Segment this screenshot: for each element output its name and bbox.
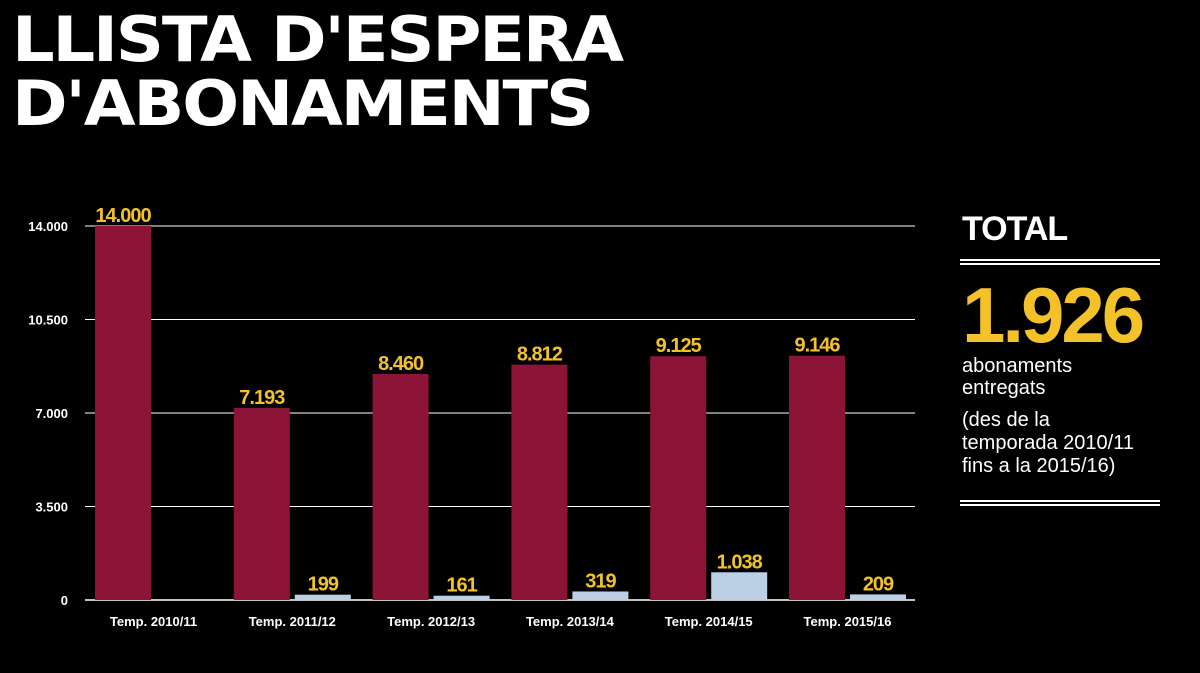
y-tick-label: 7.000 [35, 406, 68, 421]
data-label: 7.193 [239, 387, 285, 409]
data-label: 9.146 [794, 335, 840, 357]
y-tick-label: 0 [61, 593, 68, 608]
total-note: (des de la temporada 2010/11 fins a la 2… [962, 409, 1170, 478]
title-line-1: LLISTA D'ESPERA [12, 3, 624, 76]
total-note-line: temporada 2010/11 [962, 432, 1134, 454]
bar-primary [789, 355, 845, 600]
bar-secondary [850, 594, 906, 600]
data-label: 209 [863, 573, 894, 595]
bar-secondary [711, 572, 768, 600]
data-label: 9.125 [656, 335, 702, 357]
data-label: 8.460 [378, 353, 424, 375]
total-description-line: entregats [962, 377, 1046, 399]
data-label: 1.038 [717, 551, 763, 573]
bar-primary [372, 373, 429, 600]
total-panel: TOTAL 1.926 abonaments entregats (des de… [960, 210, 1170, 506]
bar-secondary [294, 594, 351, 600]
bar-chart: 0 3.500 7.000 10.500 14.000 14.000 Temp. 2010/… [28, 205, 915, 629]
data-label: 14.000 [95, 205, 151, 227]
bar-primary [650, 356, 707, 600]
divider-bottom [960, 500, 1160, 506]
bar-secondary [433, 595, 490, 600]
y-tick-label: 10.500 [28, 313, 68, 328]
data-label: 161 [446, 575, 477, 597]
y-tick-label: 14.000 [28, 219, 68, 234]
data-label: 8.812 [517, 344, 563, 366]
bar-secondary [572, 591, 629, 600]
x-tick-label: Temp. 2014/15 [665, 614, 753, 629]
bar-primary [233, 407, 290, 600]
total-note-line: fins a la 2015/16) [962, 455, 1116, 477]
title-line-2: D'ABONAMENTS [12, 67, 594, 140]
divider-top [960, 259, 1160, 265]
x-tick-label: Temp. 2010/11 [110, 614, 197, 629]
bar-primary [511, 364, 568, 600]
x-tick-label: Temp. 2012/13 [387, 614, 475, 629]
data-label: 319 [585, 570, 616, 592]
total-description: abonaments entregats [962, 355, 1170, 399]
chart-title: LLISTA D'ESPERA D'ABONAMENTS [12, 3, 624, 140]
x-tick-label: Temp. 2013/14 [526, 614, 615, 629]
data-label: 199 [308, 574, 339, 596]
total-value: 1.926 [962, 271, 1145, 359]
x-tick-label: Temp. 2015/16 [804, 614, 892, 629]
total-note-line: (des de la [962, 409, 1050, 431]
x-tick-label: Temp. 2011/12 [249, 614, 336, 629]
y-tick-label: 3.500 [35, 500, 68, 515]
bar-primary [95, 226, 151, 600]
total-label: TOTAL [962, 210, 1068, 248]
total-description-line: abonaments [962, 355, 1073, 377]
